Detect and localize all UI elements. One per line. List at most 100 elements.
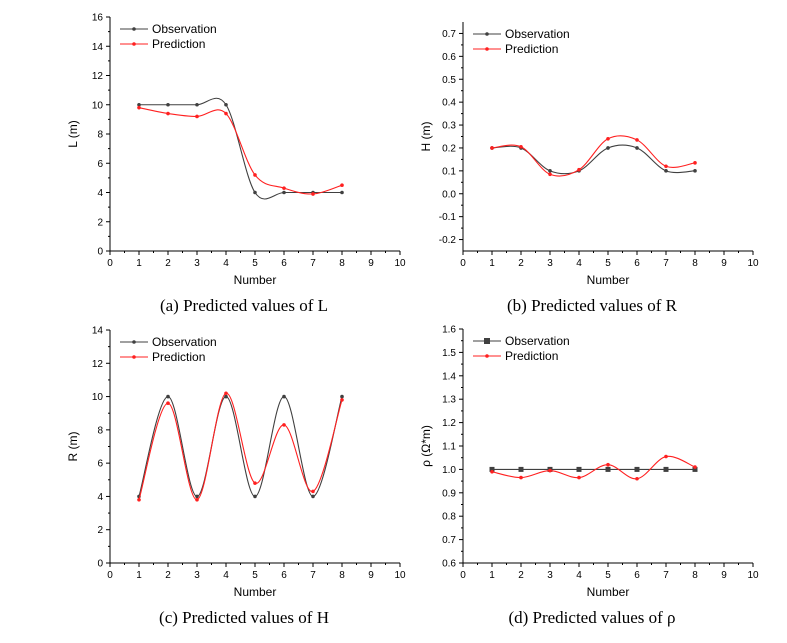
legend-label: Observation [152, 335, 217, 349]
data-point [340, 190, 344, 195]
chart-panel-d: 0 1 2 3 4 5 6 7 8 9 10 0.6 0.7 0.8 0.9 1.0 1.1 1.2 1.3 1.4 1… [395, 318, 787, 618]
x-axis-title: Number [587, 585, 630, 599]
y-tick-label: 0.0 [442, 189, 456, 200]
y-tick-label: 1.1 [442, 442, 456, 453]
x-tick-label: 5 [252, 258, 258, 269]
data-point [224, 111, 228, 116]
data-point [519, 145, 523, 149]
legend-label: Prediction [505, 42, 558, 56]
y-tick-label: 14 [92, 42, 104, 53]
x-tick-label: 8 [339, 258, 345, 269]
data-point [663, 466, 669, 472]
legend-label: Prediction [505, 349, 558, 363]
data-point [311, 192, 315, 196]
data-point [282, 190, 286, 195]
x-tick-label: 0 [460, 258, 466, 269]
data-point [693, 465, 697, 469]
y-axis-title: L (m) [66, 120, 80, 148]
x-tick-label: 6 [281, 258, 287, 269]
y-tick-label: 14 [92, 326, 104, 337]
x-tick-label: 1 [489, 570, 495, 581]
data-point [166, 401, 170, 406]
x-tick-label: 3 [194, 570, 200, 581]
y-tick-label: 0.3 [442, 121, 456, 132]
caption-a: (a) Predicted values of L [159, 296, 329, 315]
data-point [137, 105, 141, 110]
x-tick-label: 4 [576, 258, 582, 269]
chart-panel-c: 0 1 2 3 4 5 6 7 8 9 10 0 2 4 6 8 10 12 14 Number R (m) Observ… [0, 318, 406, 618]
y-tick-label: 4 [97, 188, 103, 199]
x-tick-label: 3 [547, 258, 553, 269]
series-line-prediction [491, 135, 696, 177]
x-tick-label: 6 [281, 570, 287, 581]
data-point [195, 497, 199, 502]
x-tick-label: 1 [489, 258, 495, 269]
data-point [606, 136, 610, 141]
data-point [548, 468, 552, 473]
y-tick-label: 12 [92, 71, 104, 82]
x-axis-title: Number [234, 585, 277, 599]
x-tick-label: 9 [721, 258, 727, 269]
data-point [635, 146, 639, 150]
data-point [224, 102, 228, 107]
data-point [253, 494, 257, 499]
data-point [137, 497, 141, 502]
series-line-observation [138, 396, 343, 497]
x-tick-label: 7 [663, 570, 669, 581]
y-tick-label: 8 [97, 425, 103, 436]
x-tick-label: 2 [518, 570, 524, 581]
data-point [605, 466, 611, 472]
data-point [635, 138, 639, 142]
x-tick-label: 3 [547, 570, 553, 581]
y-tick-label: -0.2 [439, 235, 457, 246]
y-axis-title: H (m) [419, 122, 433, 152]
legend-label: Prediction [152, 37, 205, 51]
x-tick-label: 3 [194, 258, 200, 269]
chart-rho-predicted: 0 1 2 3 4 5 6 7 8 9 10 0.6 0.7 0.8 0.9 1.0 1.1 1.2 1.3 1.4 1… [419, 325, 759, 600]
data-point [195, 102, 199, 107]
x-tick-label: 0 [107, 258, 113, 269]
y-tick-label: 0.4 [442, 98, 456, 109]
data-point [490, 469, 494, 474]
data-point [664, 454, 668, 459]
x-tick-label: 10 [394, 258, 406, 269]
data-point [224, 394, 228, 399]
data-point [693, 161, 697, 165]
x-tick-label: 6 [634, 570, 640, 581]
legend-marker [132, 42, 136, 46]
data-point [253, 481, 257, 485]
y-tick-label: 10 [92, 100, 104, 111]
data-point [577, 475, 581, 480]
legend-marker [485, 32, 489, 36]
x-tick-label: 9 [368, 570, 374, 581]
caption-b: (b) Predicted values of R [507, 296, 677, 315]
legend-marker [485, 47, 489, 51]
y-tick-label: 0 [97, 559, 103, 570]
legend-marker [132, 355, 136, 359]
y-tick-label: 8 [97, 130, 103, 141]
data-point [548, 169, 552, 173]
x-tick-label: 10 [394, 570, 406, 581]
x-tick-label: 7 [663, 258, 669, 269]
y-tick-label: 2 [97, 217, 103, 228]
chart-r-predicted: 0 1 2 3 4 5 6 7 8 9 10 -0.2 -0.1 0.0 0.1 0.2 0.3 0.4 0.5 0.… [419, 22, 759, 287]
data-point [693, 169, 697, 173]
legend-marker [132, 340, 136, 344]
x-tick-label: 4 [223, 258, 229, 269]
x-tick-label: 2 [165, 258, 171, 269]
x-tick-label: 9 [368, 258, 374, 269]
x-tick-label: 1 [136, 570, 142, 581]
legend-marker [485, 354, 489, 358]
data-point [490, 146, 494, 150]
data-point [282, 186, 286, 190]
caption-d: (d) Predicted values of ρ [508, 608, 676, 627]
x-tick-label: 0 [107, 570, 113, 581]
y-tick-label: 6 [97, 459, 103, 470]
data-point [340, 394, 344, 399]
series-line-prediction [138, 392, 343, 501]
y-tick-label: 4 [97, 492, 103, 503]
series-line-prediction [491, 455, 696, 480]
y-tick-label: 0.9 [442, 488, 456, 499]
x-tick-label: 2 [165, 570, 171, 581]
